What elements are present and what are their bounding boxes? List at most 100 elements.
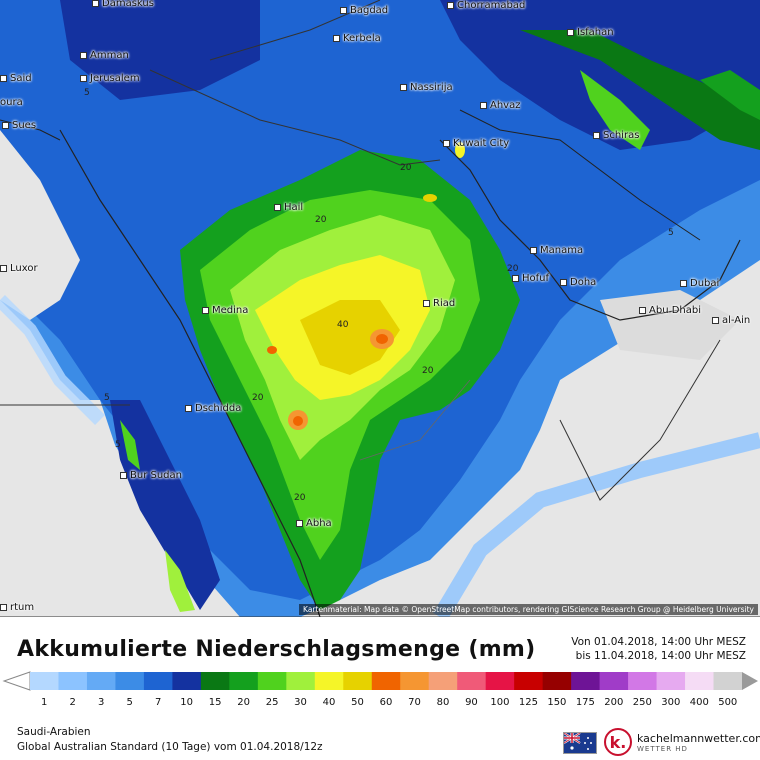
legend-label: 250 [632,697,652,708]
legend-label: 50 [351,697,364,708]
page-title: Akkumulierte Niederschlagsmenge (mm) [17,637,536,662]
legend-swatch [713,672,743,690]
city-label: Dschidda [185,403,241,414]
city-label: Bagdad [340,5,388,16]
legend-swatch [485,672,515,690]
city-label: Luxor [0,263,38,274]
legend-swatch [286,672,316,690]
legend-swatch [172,672,202,690]
city-label: Sues [2,120,36,131]
legend-swatch [257,672,287,690]
legend-swatch [514,672,544,690]
legend-label: 80 [436,697,450,708]
city-label: oura [0,97,23,108]
contour-label: 5 [115,440,121,450]
contour-label: 20 [507,264,519,274]
city-marker-icon [0,603,7,611]
city-label: Hail [274,202,303,213]
legend-swatch [58,672,88,690]
color-scale-legend [2,671,758,691]
legend-label: 3 [98,697,105,708]
contour-label: 20 [315,215,327,225]
legend-swatch [400,672,430,690]
city-label: Kuwait City [443,138,509,149]
legend-label: 400 [689,697,709,708]
legend-arrow-right-icon [742,672,758,690]
contour-label: 20 [400,163,412,173]
city-marker-icon [92,0,99,7]
city-marker-icon [567,28,574,36]
legend-label: 1 [41,697,48,708]
legend-swatch [371,672,401,690]
legend-label: 125 [518,697,538,708]
city-label: Damaskus [92,0,154,9]
city-marker-icon [530,246,537,254]
city-label: Manama [530,245,583,256]
city-label: rtum [0,602,34,613]
city-label: Nassirija [400,82,453,93]
city-label: Doha [560,277,596,288]
city-label: Medina [202,305,248,316]
city-label: Dubai [680,278,719,289]
city-marker-icon [274,203,281,211]
city-marker-icon [202,306,209,314]
city-marker-icon [333,34,340,42]
city-marker-icon [560,278,567,286]
brand-name[interactable]: kachelmannwetter.com [637,732,760,745]
legend-swatch [143,672,173,690]
contour-label: 20 [294,493,306,503]
legend-label: 70 [408,697,421,708]
legend-label: 25 [265,697,279,708]
city-marker-icon [80,51,87,59]
model-label: Global Australian Standard (10 Tage) vom… [17,741,323,753]
legend-label: 5 [126,697,133,708]
region-label: Saudi-Arabien [17,726,91,738]
legend-swatch [115,672,145,690]
city-marker-icon [185,404,192,412]
legend-swatch [30,672,59,690]
legend-label: 150 [547,697,567,708]
legend-swatch [314,672,344,690]
contour-label: 20 [252,393,264,403]
contour-label: 40 [337,320,349,330]
legend-swatch [229,672,259,690]
city-marker-icon [447,1,454,9]
city-marker-icon [2,121,9,129]
city-marker-icon [480,101,487,109]
city-label: Abu Dhabi [639,305,701,316]
legend-arrow-left-icon [2,671,31,691]
legend-label: 500 [718,697,738,708]
legend-label: 60 [379,697,393,708]
city-marker-icon [680,279,687,287]
city-marker-icon [120,471,127,479]
map-canvas [0,0,760,617]
legend-label: 7 [154,697,162,708]
legend-label: 300 [661,697,681,708]
city-marker-icon [0,74,7,82]
contour-label: 5 [668,228,674,238]
legend-label: 2 [69,697,76,708]
city-marker-icon [712,316,719,324]
legend-swatch [685,672,715,690]
city-marker-icon [0,264,7,272]
legend-label: 20 [237,697,250,708]
legend-swatch [542,672,572,690]
city-marker-icon [296,519,303,527]
city-label: Isfahan [567,27,614,38]
city-label: Said [0,73,32,84]
brand-subtitle: WETTER HD [637,745,688,753]
precipitation-map[interactable]: Damaskus Bagdad Chorramabad Amman Kerbel… [0,0,760,617]
legend-swatch [656,672,686,690]
australia-flag-icon [563,732,597,754]
kachelmann-logo-icon[interactable]: k. [604,728,632,756]
city-marker-icon [340,6,347,14]
legend-swatch [86,672,116,690]
legend-label: 10 [180,697,193,708]
legend-label: 40 [322,697,336,708]
contour-label: 5 [84,88,90,98]
contour-label: 5 [104,393,110,403]
city-label: Ahvaz [480,100,520,111]
legend-label: 90 [465,697,478,708]
time-period: Von 01.04.2018, 14:00 Uhr MESZ bis 11.04… [571,635,746,663]
legend-swatch [599,672,629,690]
